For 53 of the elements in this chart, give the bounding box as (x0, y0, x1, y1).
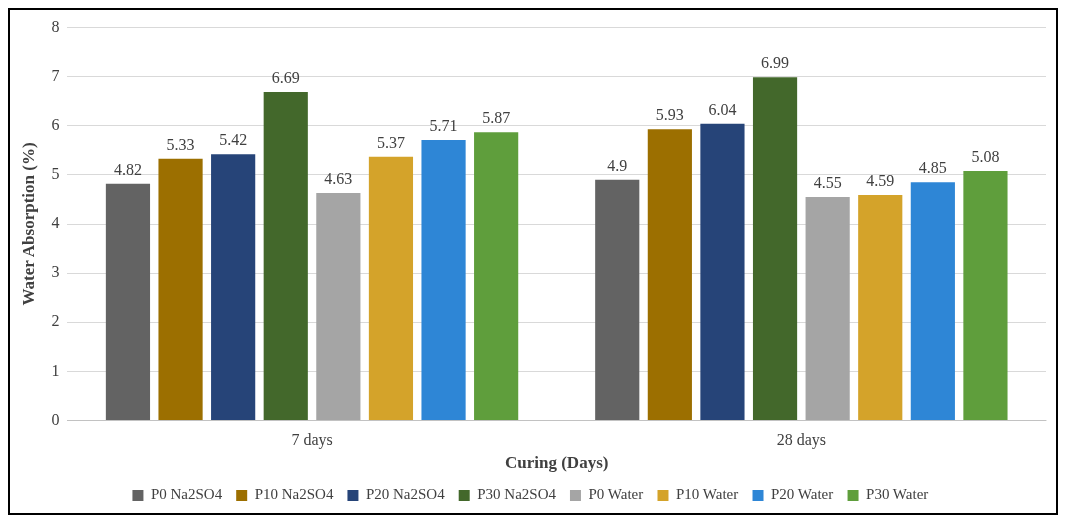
legend-label: P30 Na2SO4 (477, 486, 557, 503)
y-tick-label: 5 (51, 165, 60, 183)
bar (647, 129, 692, 420)
bar (910, 182, 955, 420)
legend-label: P20 Na2SO4 (365, 486, 446, 503)
bar (858, 195, 903, 420)
bar (316, 193, 361, 420)
data-label: 6.69 (271, 69, 300, 87)
bar (105, 183, 151, 420)
bar (752, 77, 798, 420)
x-tick-label: 28 days (776, 431, 827, 450)
x-tick-label: 7 days (291, 431, 333, 450)
y-axis-title: Water Absorption (%) (18, 142, 38, 306)
bar (474, 132, 519, 420)
data-label: 5.08 (971, 148, 1000, 166)
y-tick-label: 4 (51, 214, 60, 232)
y-tick-label: 6 (51, 116, 60, 133)
y-tick-label: 3 (51, 263, 60, 281)
legend-label: P10 Water (675, 486, 739, 503)
bar (211, 154, 256, 420)
y-tick-label: 1 (51, 361, 60, 379)
data-label: 5.71 (429, 117, 458, 135)
legend-label: P10 Na2SO4 (254, 486, 334, 503)
y-tick-label: 0 (51, 410, 60, 428)
data-label: 4.59 (866, 172, 895, 190)
bar (368, 156, 414, 420)
legend-label: P30 Water (866, 486, 929, 503)
y-tick-label: 2 (51, 312, 60, 330)
bar (263, 91, 308, 420)
data-label: 4.85 (918, 159, 947, 177)
legend-label: P20 Water (771, 486, 834, 503)
y-tick-label: 7 (51, 66, 60, 84)
data-label: 5.42 (219, 131, 248, 149)
bar (158, 158, 203, 420)
data-label: 6.04 (708, 101, 737, 119)
data-label: 4.63 (324, 170, 353, 188)
data-label: 5.87 (482, 109, 511, 127)
data-label: 5.37 (376, 133, 405, 151)
bar (421, 140, 466, 420)
data-label: 6.99 (761, 54, 790, 72)
bar (805, 197, 850, 420)
data-label: 4.9 (607, 157, 628, 175)
y-tick-label: 8 (51, 17, 60, 35)
x-axis-title: Curing (Days) (504, 453, 609, 473)
data-label: 5.33 (166, 135, 195, 153)
bar (963, 170, 1008, 420)
legend-label: P0 Na2SO4 (150, 486, 223, 503)
bar (700, 123, 745, 420)
data-label: 4.82 (113, 160, 142, 178)
bar (595, 179, 640, 420)
data-label: 4.55 (813, 174, 842, 192)
legend-label: P0 Water (588, 486, 644, 503)
data-label: 5.93 (655, 106, 684, 124)
